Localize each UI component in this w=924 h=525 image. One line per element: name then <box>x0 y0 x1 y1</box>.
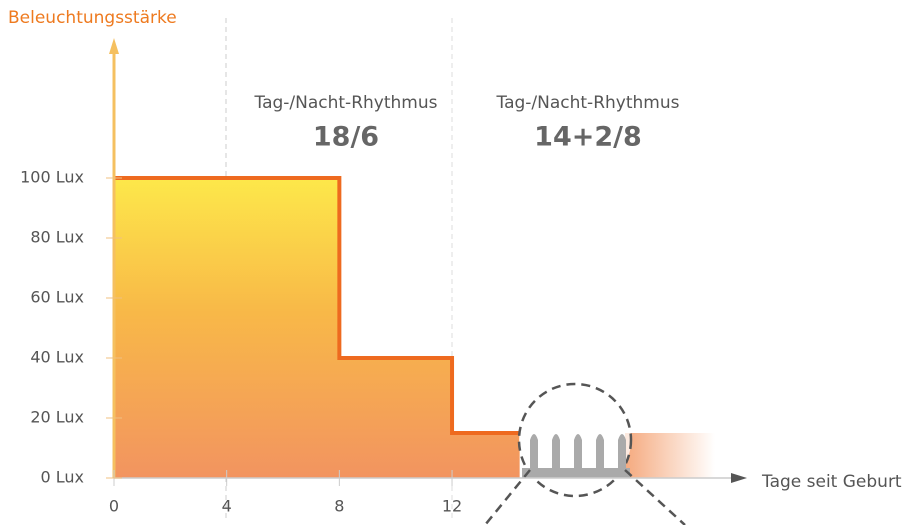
chart: Beleuchtungsstärke Tage seit Geburt Tag-… <box>0 0 924 525</box>
x-axis-label: Tage seit Geburt <box>761 472 902 492</box>
x-tick-label: 4 <box>222 497 232 516</box>
y-tick-label: 0 Lux <box>40 468 84 487</box>
annotation-value: 18/6 <box>313 122 379 153</box>
x-tick-label: 0 <box>109 497 119 516</box>
y-tick-label: 20 Lux <box>30 408 84 427</box>
y-tick-label: 40 Lux <box>30 348 84 367</box>
y-tick-label: 60 Lux <box>30 288 84 307</box>
annotation-text: Tag-/Nacht-Rhythmus <box>496 93 680 113</box>
fade-continuation <box>625 433 715 478</box>
y-tick-label: 80 Lux <box>30 228 84 247</box>
y-axis-label: Beleuchtungsstärke <box>8 8 177 28</box>
y-tick-label: 100 Lux <box>20 168 84 187</box>
x-tick-label: 8 <box>334 497 344 516</box>
annotation-value: 14+2/8 <box>534 122 642 153</box>
x-tick-label: 12 <box>442 497 462 516</box>
y-axis-arrow <box>109 38 119 54</box>
x-axis-arrow <box>731 473 747 483</box>
annotation-text: Tag-/Nacht-Rhythmus <box>254 93 438 113</box>
